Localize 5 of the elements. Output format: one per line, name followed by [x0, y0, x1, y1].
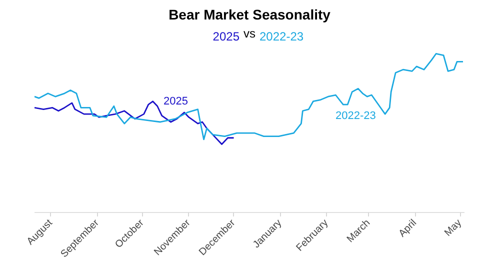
chart-subtitle: 2025 vs 2022-23 — [212, 26, 304, 44]
series-label: 2025 — [164, 95, 188, 108]
x-tick-label: May — [442, 218, 464, 239]
series-label: 2022-23 — [336, 110, 376, 122]
chart-title: Bear Market Seasonality — [168, 6, 331, 22]
